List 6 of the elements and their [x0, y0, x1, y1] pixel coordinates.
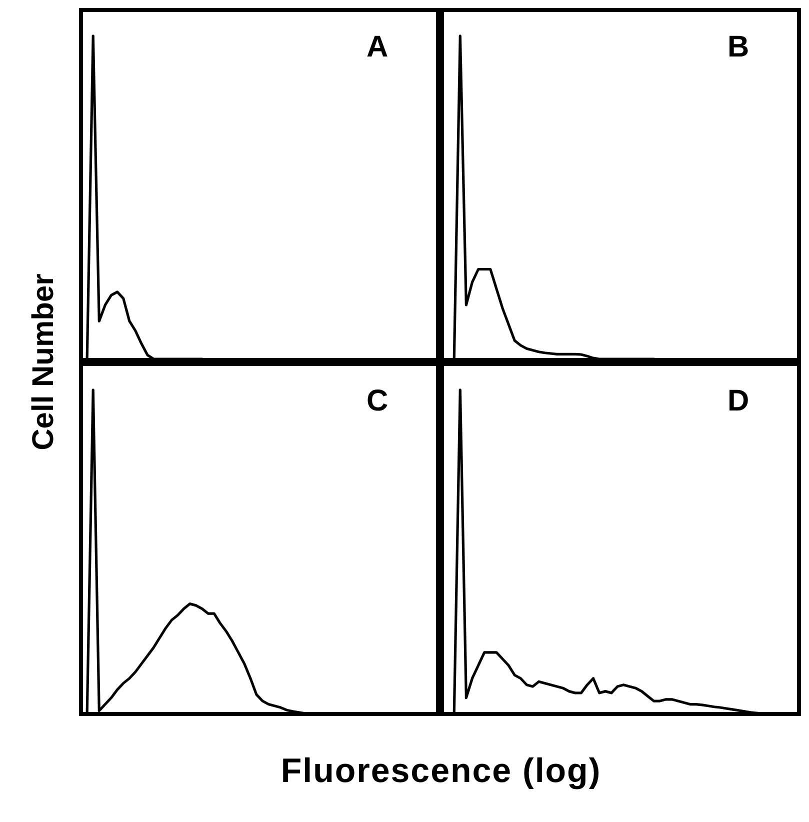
y-axis-title: Cell Number: [27, 274, 61, 450]
chart-title: D: [727, 384, 750, 418]
x-axis-title: Fluorescence (log): [280, 752, 602, 791]
chart-title: C: [366, 384, 388, 418]
chart-title: B: [727, 30, 750, 64]
chart-title: A: [366, 30, 388, 64]
